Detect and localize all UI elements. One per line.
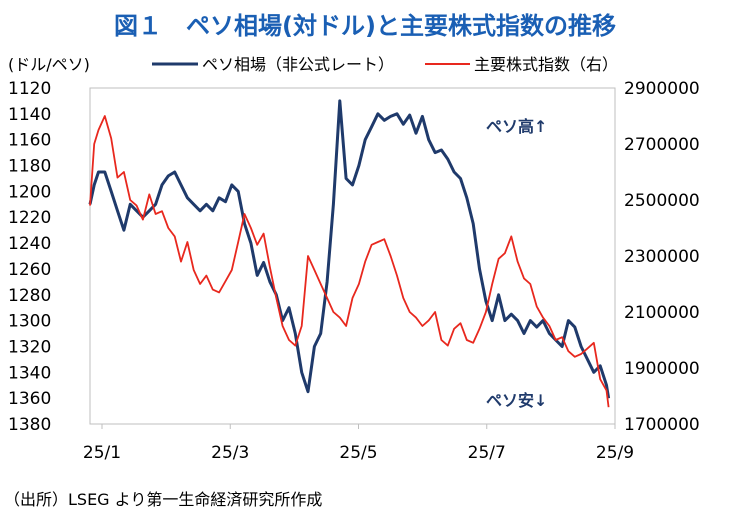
left-axis-label: (ドル/ペソ)	[8, 55, 90, 74]
left-tick-label: 1320	[8, 337, 51, 357]
left-tick-label: 1260	[8, 260, 51, 280]
x-tick-label: 25/5	[339, 443, 377, 463]
legend-label-stock: 主要株式指数（右）	[474, 55, 618, 74]
chart-title: 図１ ペソ相場(対ドル)と主要株式指数の推移	[114, 12, 616, 40]
right-tick-label: 2500000	[624, 191, 700, 211]
series-line-peso	[88, 99, 611, 399]
right-tick-label: 2700000	[624, 135, 700, 155]
series-lines	[88, 99, 611, 408]
left-tick-label: 1140	[8, 105, 51, 125]
right-tick-label: 2300000	[624, 247, 700, 267]
x-tick-label: 25/9	[596, 443, 634, 463]
left-tick-label: 1200	[8, 182, 51, 202]
series-line-stock	[89, 115, 610, 408]
right-tick-label: 1900000	[624, 359, 700, 379]
left-tick-label: 1360	[8, 389, 51, 409]
legend: ペソ相場（非公式レート） 主要株式指数（右）	[152, 55, 618, 74]
annotation-peso-up: ペソ高↑	[486, 117, 547, 136]
left-tick-label: 1180	[8, 157, 51, 177]
legend-label-peso: ペソ相場（非公式レート）	[202, 55, 394, 74]
dual-axis-line-chart: (ドル/ペソ) ペソ相場（非公式レート） 主要株式指数（右） ペソ高↑ ペソ安↓…	[8, 55, 700, 463]
left-tick-labels: 1120 1140 1160 1180 1200 1220 1240 1260 1280 1300…	[8, 79, 51, 435]
x-tick-labels: 25/1 25/3 25/5 25/7 25/9	[83, 424, 634, 463]
source-note: （出所）LSEG より第一生命経済研究所作成	[4, 490, 323, 509]
plot-frame	[89, 87, 616, 425]
left-tick-label: 1380	[8, 415, 51, 435]
left-tick-label: 1300	[8, 312, 51, 332]
left-tick-label: 1240	[8, 234, 51, 254]
left-tick-label: 1220	[8, 208, 51, 228]
left-tick-label: 1120	[8, 79, 51, 99]
left-tick-label: 1280	[8, 286, 51, 306]
x-tick-label: 25/3	[211, 443, 249, 463]
left-tick-label: 1160	[8, 131, 51, 151]
right-tick-label: 1700000	[624, 415, 700, 435]
x-tick-label: 25/7	[468, 443, 506, 463]
x-tick-label: 25/1	[83, 443, 121, 463]
right-tick-label: 2900000	[624, 79, 700, 99]
annotation-peso-down: ペソ安↓	[486, 391, 547, 410]
right-tick-labels: 2900000 2700000 2500000 2300000 2100000 19000…	[624, 79, 700, 435]
left-tick-label: 1340	[8, 363, 51, 383]
right-tick-label: 2100000	[624, 303, 700, 323]
